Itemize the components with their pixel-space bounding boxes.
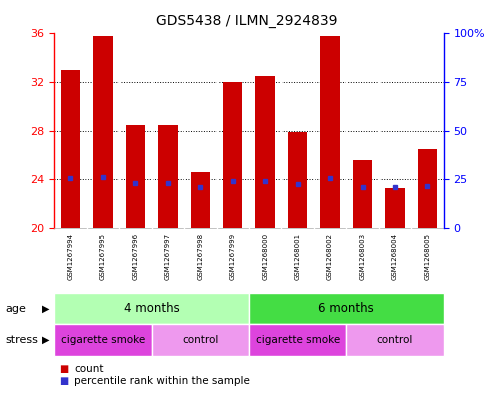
Bar — [320, 36, 340, 228]
Bar — [223, 82, 243, 228]
Text: cigarette smoke: cigarette smoke — [61, 335, 145, 345]
Text: GSM1268002: GSM1268002 — [327, 233, 333, 280]
Text: GSM1268001: GSM1268001 — [295, 233, 301, 280]
Text: GSM1268004: GSM1268004 — [392, 233, 398, 280]
Text: ▶: ▶ — [42, 335, 49, 345]
Text: control: control — [377, 335, 413, 345]
Bar — [190, 172, 210, 228]
Text: ▶: ▶ — [42, 303, 49, 314]
Bar — [152, 324, 249, 356]
Text: control: control — [182, 335, 218, 345]
Text: GSM1268005: GSM1268005 — [424, 233, 430, 280]
Bar — [288, 132, 307, 228]
Text: GSM1268000: GSM1268000 — [262, 233, 268, 280]
Bar — [249, 293, 444, 324]
Bar — [54, 293, 249, 324]
Bar — [126, 125, 145, 228]
Bar — [61, 70, 80, 228]
Text: cigarette smoke: cigarette smoke — [255, 335, 340, 345]
Bar — [418, 149, 437, 228]
Bar — [54, 324, 152, 356]
Text: stress: stress — [5, 335, 38, 345]
Text: GSM1267994: GSM1267994 — [68, 233, 73, 280]
Text: age: age — [5, 303, 26, 314]
Text: percentile rank within the sample: percentile rank within the sample — [74, 376, 250, 386]
Text: GDS5438 / ILMN_2924839: GDS5438 / ILMN_2924839 — [156, 14, 337, 28]
Text: 6 months: 6 months — [318, 302, 374, 315]
Text: GSM1267998: GSM1267998 — [197, 233, 203, 280]
Text: ■: ■ — [59, 376, 69, 386]
Text: GSM1267997: GSM1267997 — [165, 233, 171, 280]
Text: GSM1267999: GSM1267999 — [230, 233, 236, 280]
Text: ■: ■ — [59, 364, 69, 374]
Text: count: count — [74, 364, 104, 374]
Bar — [249, 324, 346, 356]
Text: GSM1268003: GSM1268003 — [359, 233, 366, 280]
Bar — [255, 76, 275, 228]
Bar — [385, 188, 405, 228]
Text: 4 months: 4 months — [124, 302, 179, 315]
Bar — [158, 125, 177, 228]
Text: GSM1267996: GSM1267996 — [132, 233, 139, 280]
Bar — [353, 160, 372, 228]
Bar — [93, 36, 112, 228]
Bar — [346, 324, 444, 356]
Text: GSM1267995: GSM1267995 — [100, 233, 106, 280]
